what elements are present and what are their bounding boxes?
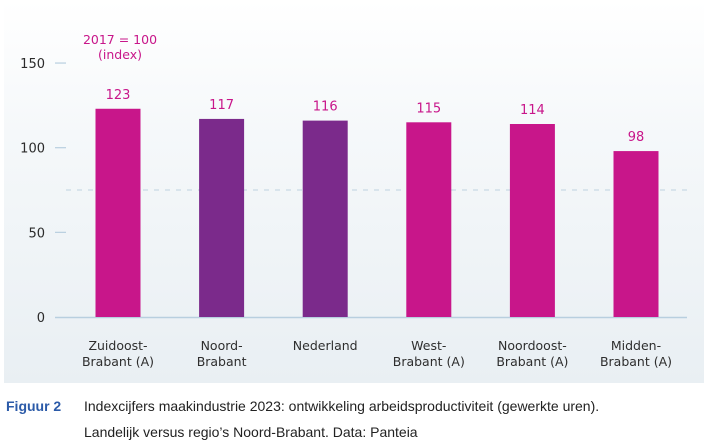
y-tick-label: 50 [28,226,45,241]
category-label: Nederland [293,338,358,353]
category-label-line: West- [411,338,446,353]
bar [302,120,348,317]
category-label-line: Brabant (A) [393,354,465,369]
y-tick-label: 0 [37,311,45,326]
bar-value-label: 116 [313,100,338,115]
category-label-line: Midden- [611,338,661,353]
category-label-line: Brabant (A) [496,354,568,369]
category-label: Noordoost-Brabant (A) [496,338,568,369]
category-label-line: Zuidoost- [88,338,147,353]
y-tick-label: 100 [20,142,45,157]
bar-value-label: 98 [628,130,645,145]
category-label: Noord-Brabant [197,338,247,369]
caption-line-1: Indexcijfers maakindustrie 2023: ontwikk… [84,398,600,414]
category-label-line: Noordoost- [498,338,567,353]
annotation-line: 2017 = 100 [83,32,157,47]
category-label-line: Brabant (A) [600,354,672,369]
bar [509,123,555,317]
category-label-line: Brabant [197,354,247,369]
category-label-line: Brabant (A) [82,354,154,369]
annotation-line: (index) [98,47,142,62]
figure-caption: Figuur 2 Indexcijfers maakindustrie 2023:… [6,393,706,445]
index-annotation: 2017 = 100 (index) [83,32,157,62]
category-label: Zuidoost-Brabant (A) [82,338,154,369]
category-label-line: Noord- [201,338,243,353]
bar [199,118,245,317]
bar [406,122,452,318]
bar-value-label: 123 [106,88,131,103]
bar-value-label: 117 [209,98,234,113]
bar [613,151,659,317]
category-label: West-Brabant (A) [393,338,465,369]
category-label: Midden-Brabant (A) [600,338,672,369]
bar [95,108,141,317]
bar-value-label: 114 [520,103,545,118]
y-tick-label: 150 [20,57,45,72]
bar-value-label: 115 [416,101,441,116]
caption-line-2: Landelijk versus regio’s Noord-Brabant. … [84,424,418,440]
figure-label: Figuur 2 [6,398,62,414]
category-label-line: Nederland [293,338,358,353]
